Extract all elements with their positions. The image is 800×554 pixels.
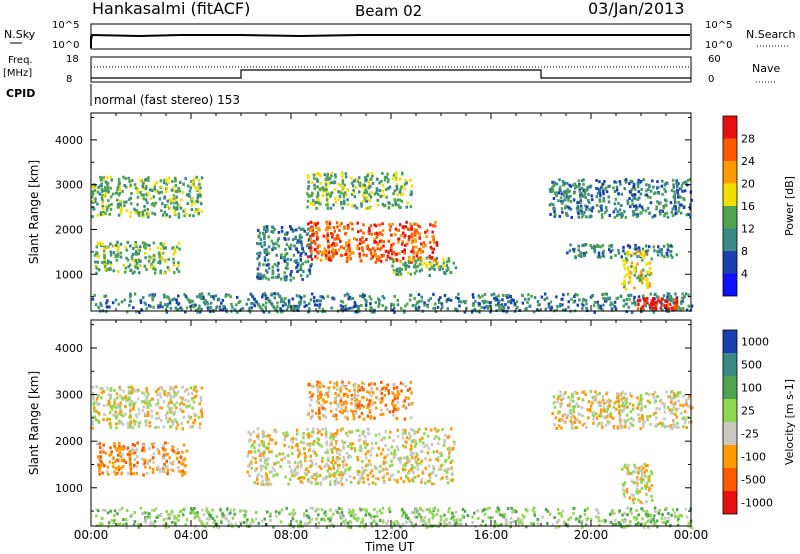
data-region <box>391 256 458 277</box>
colorbar-swatch <box>723 353 737 376</box>
date-title: 03/Jan/2013 <box>588 0 685 18</box>
colorbar-tick-label: -500 <box>741 474 766 487</box>
cpid-label: CPID <box>6 87 35 100</box>
data-region <box>93 240 181 275</box>
colorbar-tick-label: 12 <box>741 223 755 236</box>
data-region <box>91 385 204 431</box>
data-region <box>636 296 679 311</box>
colorbar-swatch <box>723 251 737 274</box>
y-tick-label: 2000 <box>55 435 83 448</box>
power-panel: 1000 2000 3000 4000 Slant Range [km] 4 8 12 16 20… <box>27 112 796 314</box>
colorbar-tick-label: -100 <box>741 451 766 464</box>
colorbar-swatch <box>723 330 737 353</box>
y-tick-label: 4000 <box>55 342 83 355</box>
freq-label-2: [MHz] <box>3 68 32 79</box>
colorbar-tick-label: 28 <box>741 133 755 146</box>
noise-left-label: N.Sky <box>4 28 36 41</box>
data-region <box>256 225 314 282</box>
colorbar-tick-label: 500 <box>741 359 762 372</box>
colorbar-tick-label: 24 <box>741 155 755 168</box>
colorbar-tick-label: 4 <box>741 268 748 281</box>
y-tick-label: 4000 <box>55 134 83 147</box>
nave-label: Nave <box>752 62 780 75</box>
data-region <box>306 171 414 210</box>
colorbar-swatch <box>723 422 737 445</box>
frequency-panel: Freq. [MHz] 18 8 60 0 Nave <box>3 54 780 85</box>
colorbar-label: Power [dB] <box>783 176 796 236</box>
nave-tick-bottom: 0 <box>708 74 714 85</box>
colorbar-swatch <box>723 161 737 184</box>
colorbar: 1000 500 100 25 -25 -100 -500 -1000 Velocity [m … <box>722 329 796 515</box>
y-tick-label: 3000 <box>55 389 83 402</box>
nave-trace <box>91 69 691 79</box>
noise-left-tick-top: 10^5 <box>52 20 79 31</box>
x-tick-label: 20:00 <box>574 528 609 542</box>
x-tick-label: 16:00 <box>474 528 509 542</box>
x-tick-label: 00:00 <box>74 528 109 542</box>
x-axis-label: Time UT <box>364 540 415 554</box>
data-region <box>621 249 653 291</box>
y-tick-label: 1000 <box>55 268 83 281</box>
colorbar-swatch <box>723 273 737 296</box>
panel-frame <box>90 112 692 312</box>
data-region <box>307 220 439 264</box>
noise-panel: N.Sky 10^5 10^0 10^5 10^0 N.Search <box>4 20 796 51</box>
data-region <box>91 292 694 314</box>
colorbar-swatch <box>723 138 737 161</box>
colorbar-swatch <box>723 491 737 514</box>
colorbar: 4 8 12 16 20 24 28 Power [dB] <box>722 115 796 297</box>
data-region <box>548 178 693 219</box>
colorbar-swatch <box>723 116 737 139</box>
y-axis-label: Slant Range [km] <box>27 160 41 264</box>
colorbar-swatch <box>723 468 737 491</box>
data-region <box>246 427 456 486</box>
colorbar-tick-label: -1000 <box>741 497 773 510</box>
noise-right-tick-bottom: 10^0 <box>705 40 732 51</box>
data-region <box>566 243 678 260</box>
colorbar-swatch <box>723 376 737 399</box>
colorbar-swatch <box>723 399 737 422</box>
data-region <box>96 441 189 477</box>
colorbar-swatch <box>723 228 737 251</box>
time-axis: 00:00 04:00 08:00 12:00 16:00 20:00 00:00 <box>74 528 709 542</box>
noise-right-tick-top: 10^5 <box>705 20 732 31</box>
colorbar-frame <box>722 115 738 297</box>
station-title: Hankasalmi (fitACF) <box>92 0 250 18</box>
colorbar-tick-label: 8 <box>741 245 748 258</box>
noise-left-tick-bottom: 10^0 <box>52 40 79 51</box>
colorbar-swatch <box>723 183 737 206</box>
x-tick-label: 00:00 <box>674 528 709 542</box>
cpid-program: normal (fast stereo) 153 <box>94 93 240 107</box>
colorbar-swatch <box>723 206 737 229</box>
x-tick-label: 08:00 <box>274 528 309 542</box>
freq-label-1: Freq. <box>8 55 33 66</box>
freq-tick-top: 18 <box>66 54 79 65</box>
colorbar-swatch <box>723 445 737 468</box>
colorbar-frame <box>722 329 738 515</box>
y-tick-label: 1000 <box>55 482 83 495</box>
data-region <box>621 462 654 505</box>
colorbar-tick-label: -25 <box>741 428 759 441</box>
x-tick-label: 04:00 <box>174 528 209 542</box>
colorbar-tick-label: 25 <box>741 405 755 418</box>
colorbar-tick-label: 1000 <box>741 336 769 349</box>
x-tick-label: 12:00 <box>374 528 409 542</box>
noise-trace <box>90 33 690 41</box>
data-region <box>91 175 204 219</box>
colorbar-tick-label: 16 <box>741 200 755 213</box>
data-region <box>306 380 414 421</box>
data-region <box>551 390 694 431</box>
noise-right-label: N.Search <box>746 28 796 41</box>
colorbar-tick-label: 100 <box>741 382 762 395</box>
colorbar-tick-label: 20 <box>741 178 755 191</box>
freq-tick-bottom: 8 <box>66 74 72 85</box>
beam-title: Beam 02 <box>355 2 422 20</box>
colorbar-label: Velocity [m s-1] <box>783 379 796 465</box>
y-axis-label: Slant Range [km] <box>27 371 41 475</box>
nave-tick-top: 60 <box>708 54 721 65</box>
y-tick-label: 2000 <box>55 223 83 236</box>
y-tick-label: 3000 <box>55 179 83 192</box>
